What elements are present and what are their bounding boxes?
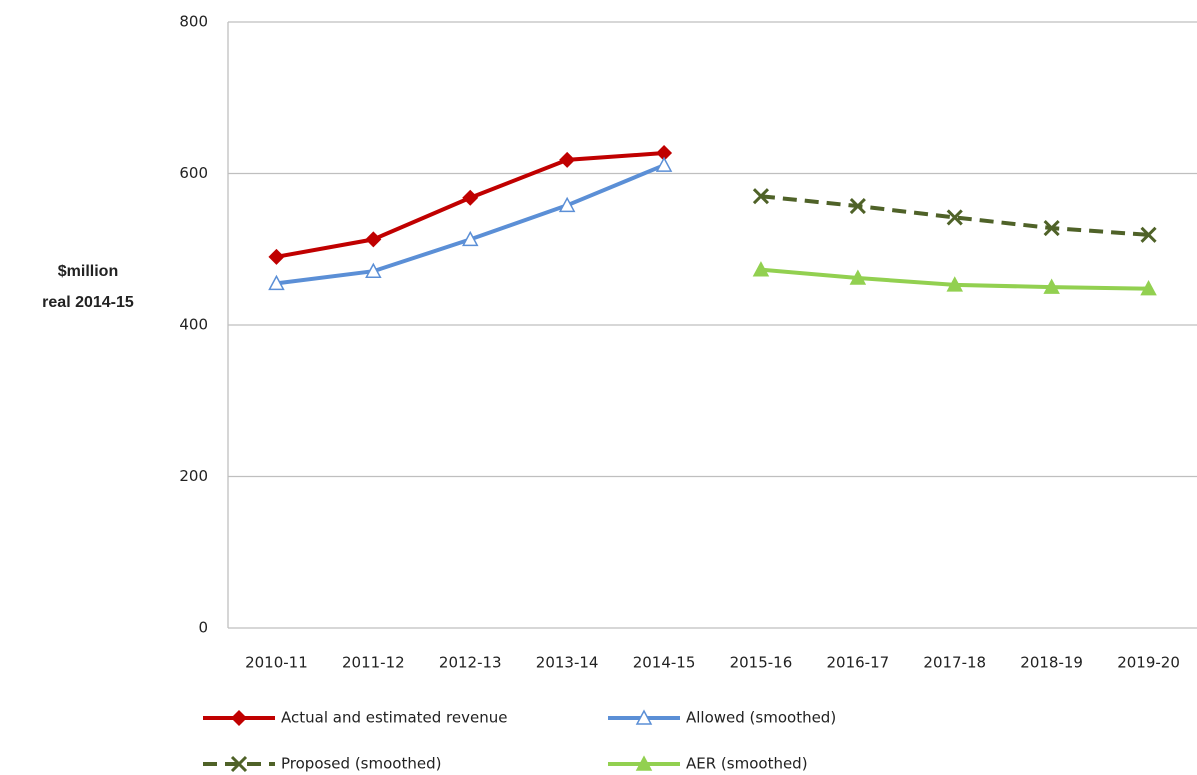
data-point: [461, 230, 479, 247]
data-point: [1140, 226, 1157, 243]
data-point: [1043, 278, 1060, 294]
x-tick-label: 2011-12: [342, 654, 405, 672]
data-point: [365, 262, 382, 278]
x-tick-label: 2018-19: [1020, 654, 1083, 672]
data-point: [946, 276, 964, 292]
data-point: [656, 145, 673, 162]
y-axis-label: real 2014-15: [42, 294, 134, 311]
data-point: [268, 274, 285, 291]
y-axis-label: $million: [58, 263, 118, 280]
x-tick-label: 2013-14: [536, 654, 599, 672]
x-tick-label: 2019-20: [1117, 654, 1180, 672]
legend-label: Actual and estimated revenue: [281, 709, 507, 727]
data-point: [365, 231, 382, 248]
data-point: [558, 196, 576, 213]
data-point: [655, 156, 673, 172]
x-tick-label: 2017-18: [923, 654, 986, 672]
data-point: [752, 188, 770, 205]
x-tick-label: 2015-16: [730, 654, 793, 672]
x-tick-label: 2014-15: [633, 654, 696, 672]
y-tick-label: 800: [179, 13, 208, 31]
legend-marker: [635, 709, 653, 725]
data-point: [946, 209, 963, 226]
series-line: [276, 163, 665, 286]
data-point: [1043, 219, 1060, 237]
y-tick-label: 0: [198, 619, 208, 637]
legend-marker: [635, 755, 653, 771]
data-point: [849, 198, 866, 215]
y-tick-label: 600: [179, 164, 208, 182]
legend-label: Allowed (smoothed): [686, 709, 836, 727]
data-point: [849, 269, 867, 285]
x-tick-label: 2012-13: [439, 654, 502, 672]
y-tick-label: 200: [179, 467, 208, 485]
data-point: [1140, 280, 1157, 296]
data-point: [752, 261, 770, 277]
legend-label: Proposed (smoothed): [281, 755, 441, 773]
data-point: [462, 189, 479, 206]
data-point: [559, 151, 576, 168]
legend-marker: [230, 755, 248, 773]
legend-label: AER (smoothed): [686, 755, 808, 773]
x-tick-label: 2016-17: [827, 654, 890, 672]
data-point: [268, 248, 285, 265]
x-tick-label: 2010-11: [245, 654, 308, 672]
y-tick-label: 400: [179, 316, 208, 334]
legend-marker: [231, 710, 247, 726]
